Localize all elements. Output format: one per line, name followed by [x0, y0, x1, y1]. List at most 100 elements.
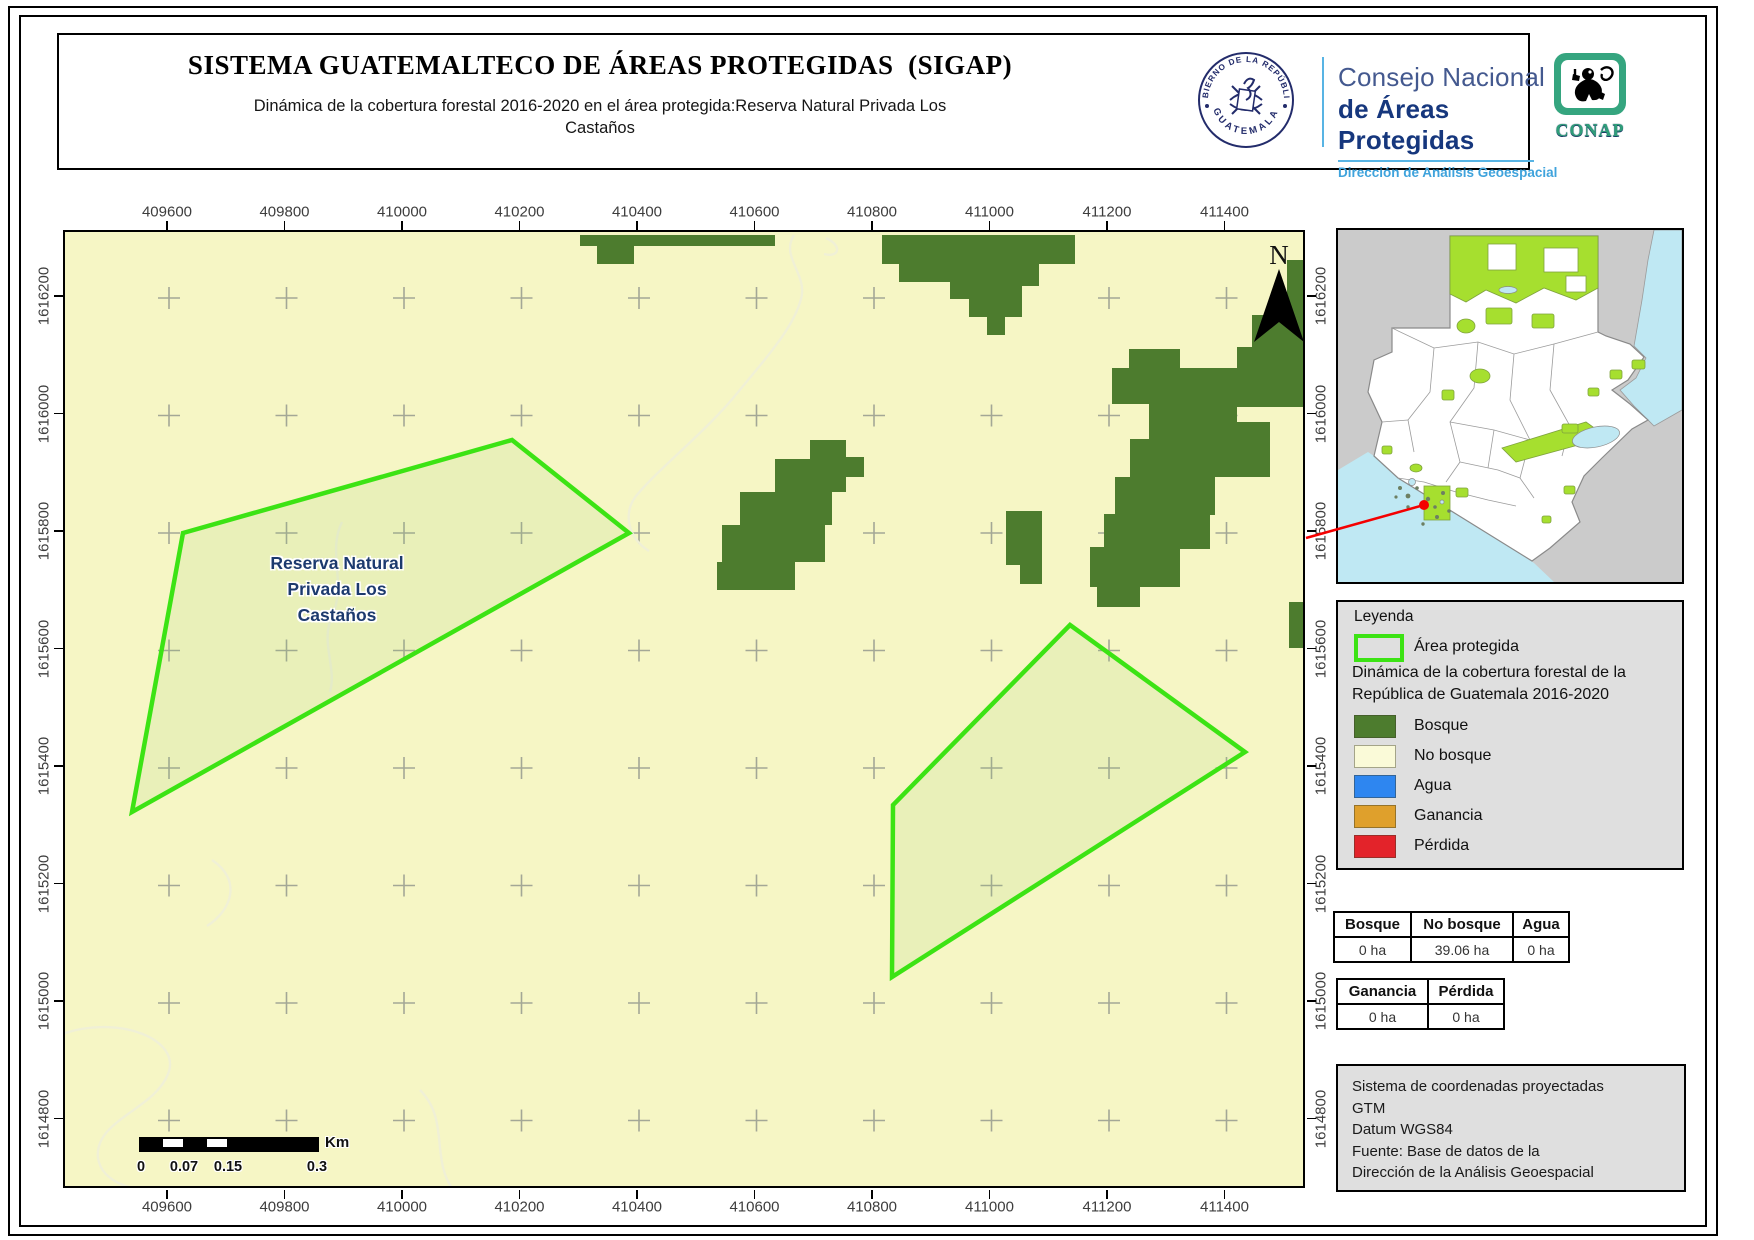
- forest-patch: [1097, 582, 1140, 607]
- axis-label: 1616200: [35, 266, 53, 326]
- main-map-canvas[interactable]: N Reserva Natural Privada Los Castaños K…: [63, 230, 1305, 1188]
- protected-area-map-label-line: Privada Los: [287, 579, 387, 599]
- tick-mark: [1307, 1117, 1316, 1120]
- guatemala-inset-map[interactable]: [1336, 228, 1684, 584]
- tick-mark: [54, 1117, 63, 1120]
- north-arrow-icon: [1254, 269, 1303, 342]
- info-line: Sistema de coordenadas proyectadas: [1352, 1078, 1604, 1095]
- forest-patch: [882, 235, 1075, 335]
- forest-patch: [722, 525, 825, 562]
- page-inner-frame: [19, 15, 1707, 1227]
- tick-mark: [871, 221, 873, 230]
- tick-mark: [54, 882, 63, 885]
- tick-mark: [54, 647, 63, 650]
- north-label: N: [1269, 240, 1289, 270]
- forest-patch: [1237, 347, 1287, 407]
- contour-line: [419, 1089, 453, 1186]
- scale-bar-graphic: [139, 1137, 319, 1152]
- tick-mark: [166, 1190, 168, 1199]
- legend-label-bosque: Bosque: [1414, 717, 1469, 734]
- legend-dynamics-line2: República de Guatemala 2016-2020: [1352, 686, 1610, 703]
- tick-mark: [753, 221, 756, 230]
- scale-bar-unit: Km: [325, 1134, 350, 1151]
- tick-mark: [871, 1190, 873, 1199]
- contour-line: [627, 234, 804, 553]
- tick-mark: [283, 221, 286, 230]
- axis-label: 409800: [259, 203, 310, 221]
- axis-label: 411000: [965, 203, 1014, 221]
- tick-mark: [1307, 647, 1316, 650]
- conap-wordmark-rule: [1338, 160, 1534, 162]
- tick-mark: [636, 221, 638, 230]
- legend-panel: Leyenda Área protegida Dinámica de la co…: [1336, 600, 1684, 870]
- axis-label: 411400: [1200, 1198, 1249, 1216]
- protected-area-map-label-line: Reserva Natural: [270, 553, 404, 573]
- forest-patch: [810, 440, 846, 459]
- axis-label: 1615000: [35, 971, 53, 1031]
- axis-label: 1615800: [35, 501, 53, 561]
- protected-area-map-label: Reserva Natural Privada Los Castaños: [237, 550, 437, 628]
- axis-label: 410600: [729, 203, 780, 221]
- axis-label: 410000: [376, 1198, 428, 1216]
- axis-label: 410800: [846, 1198, 898, 1216]
- axis-label: 1616000: [35, 384, 53, 443]
- axis-label: 410400: [611, 1198, 663, 1216]
- axis-label: 409600: [141, 203, 193, 221]
- conap-logo: CONAP: [1551, 50, 1631, 145]
- info-line: Datum WGS84: [1352, 1121, 1453, 1138]
- tick-mark: [636, 1190, 638, 1199]
- forest-patch: [1112, 368, 1180, 404]
- coverage-table-value: 0 ha: [1512, 936, 1570, 963]
- forest-patch: [1205, 422, 1270, 477]
- gain-loss-table-value: 0 ha: [1427, 1003, 1505, 1030]
- contour-line: [65, 1025, 172, 1186]
- tick-mark: [401, 221, 403, 230]
- axis-label: 411200: [1082, 203, 1132, 221]
- scale-bar-segment: [206, 1138, 228, 1148]
- page-title: SISTEMA GUATEMALTECO DE ÁREAS PROTEGIDAS…: [187, 50, 1013, 80]
- government-seal-icon: GOBIERNO DE LA REPÚBLICA GUATEMALA: [1192, 43, 1294, 148]
- axis-label: 1615200: [35, 854, 53, 913]
- info-line: Dirección de la Análisis Geoespacial: [1352, 1164, 1594, 1181]
- logo-divider: [1322, 57, 1324, 147]
- tick-mark: [54, 295, 63, 297]
- tick-mark: [1223, 221, 1226, 230]
- tick-mark: [1106, 1190, 1108, 1199]
- tick-mark: [401, 1190, 403, 1199]
- gain-loss-table-value: 0 ha: [1336, 1003, 1429, 1030]
- tick-mark: [988, 221, 991, 230]
- tick-mark: [54, 765, 63, 767]
- axis-label: 1615600: [35, 619, 53, 678]
- info-line: Fuente: Base de datos de la: [1352, 1142, 1540, 1160]
- protected-area-map-label-line: Castaños: [297, 605, 377, 625]
- axis-label: 1614800: [35, 1089, 53, 1148]
- coverage-table: Bosque No bosque Agua 0 ha 39.06 ha 0 ha: [1333, 911, 1570, 963]
- legend-title: Leyenda: [1354, 608, 1414, 625]
- conap-badge: [1554, 53, 1626, 115]
- axis-label: 409800: [259, 1198, 310, 1216]
- page-subtitle-line1: Dinámica de la cobertura forestal 2016-2…: [253, 97, 947, 115]
- guatemala-inset-svg: [1338, 230, 1682, 582]
- forest-patch: [1090, 547, 1140, 587]
- tick-mark: [54, 1000, 63, 1002]
- tick-mark: [1307, 1000, 1316, 1002]
- coordinate-system-info-box: Sistema de coordenadas proyectadas GTM D…: [1336, 1064, 1686, 1192]
- tick-mark: [166, 221, 168, 230]
- protected-area-swatch: [1354, 634, 1404, 662]
- tick-mark: [518, 1190, 521, 1199]
- legend-swatch-ganancia: [1354, 805, 1396, 828]
- legend-label-no-bosque: No bosque: [1414, 747, 1492, 764]
- page-subtitle: Dinámica de la cobertura forestal 2016-2…: [120, 95, 1080, 139]
- legend-swatch-agua: [1354, 775, 1396, 798]
- protected-area-swatch-label: Área protegida: [1414, 638, 1519, 655]
- protected-area-polygon[interactable]: [128, 437, 634, 817]
- protected-area-polygon[interactable]: [889, 622, 1249, 982]
- conap-monkey-icon: [1572, 66, 1614, 102]
- axis-label: 411000: [965, 1198, 1014, 1216]
- tick-mark: [54, 530, 63, 532]
- coverage-table-header: No bosque: [1410, 911, 1514, 938]
- scale-bar-number: 0.07: [169, 1159, 199, 1175]
- gain-loss-table-header: Ganancia: [1336, 978, 1429, 1005]
- axis-label: 410600: [729, 1198, 780, 1216]
